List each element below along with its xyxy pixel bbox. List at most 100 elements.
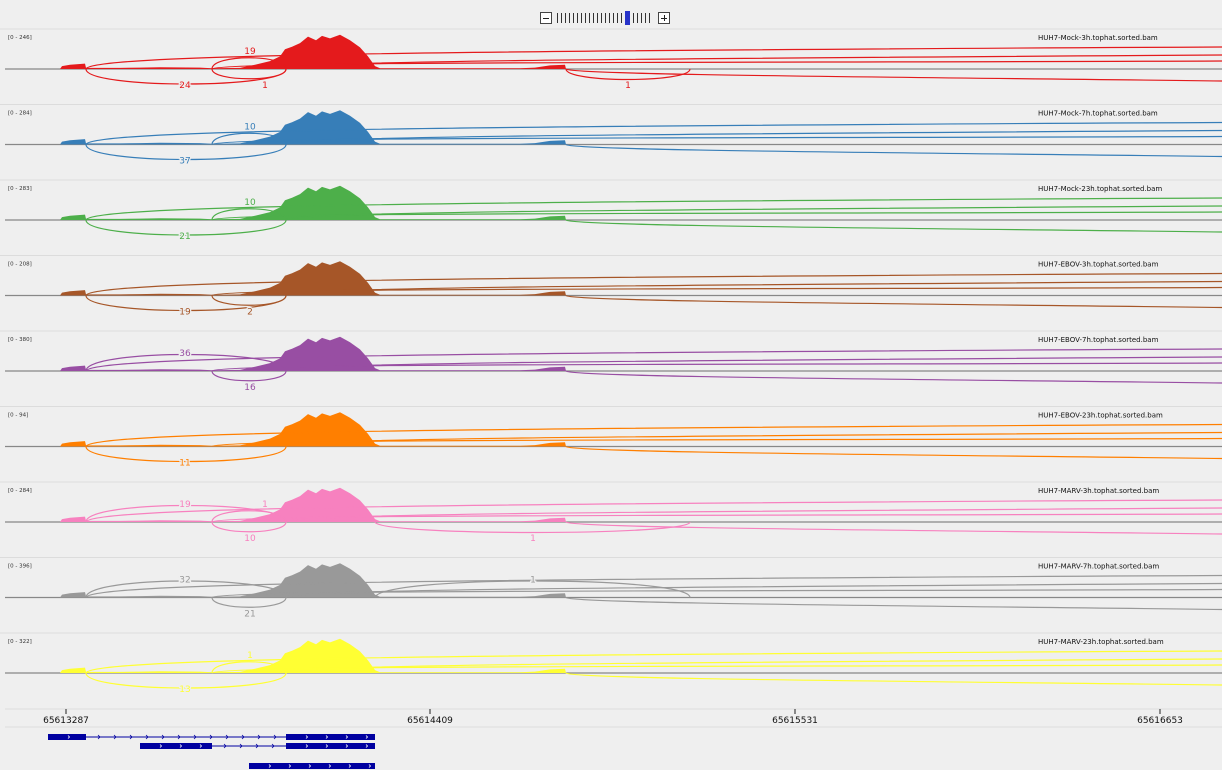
strand-arrow <box>97 734 101 740</box>
junction-count-label: 10 <box>244 123 256 133</box>
zoom-tick[interactable] <box>557 13 558 23</box>
strand-arrow <box>325 744 329 748</box>
zoom-tick[interactable] <box>613 13 614 23</box>
splice-junction-arc <box>285 54 1222 70</box>
splice-junction-arc <box>285 205 1222 221</box>
strand-arrow <box>368 764 372 768</box>
zoom-tick[interactable] <box>577 13 578 23</box>
splice-junction-arc <box>85 580 287 598</box>
zoom-tick[interactable] <box>641 13 642 23</box>
splice-junction-arc <box>85 197 1222 221</box>
strand-arrow <box>365 744 369 748</box>
junction-count-label: 10 <box>244 534 256 544</box>
strand-arrow <box>129 734 133 740</box>
strand-arrow <box>308 764 312 768</box>
exon-block <box>48 734 86 740</box>
zoom-in-button[interactable] <box>658 12 670 24</box>
splice-junction-arc <box>211 588 1222 599</box>
track-name: HUH7-MARV-3h.tophat.sorted.bam <box>1038 487 1159 495</box>
strand-arrow <box>113 734 117 740</box>
exon-block <box>286 734 375 740</box>
splice-junction-arc <box>211 510 287 523</box>
track-name: HUH7-Mock-3h.tophat.sorted.bam <box>1038 34 1158 42</box>
coverage-histogram <box>60 185 566 220</box>
zoom-tick[interactable] <box>585 13 586 23</box>
zoom-tick[interactable] <box>581 13 582 23</box>
splice-junction-arc <box>85 272 1222 296</box>
splice-junction-arc <box>211 68 287 80</box>
zoom-tick[interactable] <box>589 13 590 23</box>
strand-arrow <box>268 764 272 768</box>
zoom-tick[interactable] <box>573 13 574 23</box>
coverage-histogram <box>60 110 566 145</box>
strand-arrow <box>159 744 163 748</box>
splice-junction-arc <box>85 650 1222 674</box>
junction-count-label: 1 <box>625 81 631 91</box>
strand-arrow <box>348 764 352 768</box>
splice-junction-arc <box>211 211 1222 221</box>
splice-junction-arc <box>565 68 691 81</box>
strand-arrow <box>199 744 203 748</box>
splice-junction-arc <box>211 513 1222 523</box>
zoom-tick[interactable] <box>569 13 570 23</box>
transcript <box>140 743 375 749</box>
coverage-track: [0 - 246] HUH7-Mock-3h.tophat.sorted.bam 1… <box>0 28 1222 92</box>
splice-junction-arc <box>85 672 287 689</box>
coverage-track: [0 - 380] HUH7-EBOV-7h.tophat.sorted.bam 3… <box>0 330 1222 394</box>
strand-arrow <box>179 744 183 748</box>
junction-count-label: 1 <box>530 576 536 586</box>
coverage-histogram <box>60 638 566 673</box>
junction-count-label: 19 <box>244 47 256 57</box>
zoom-tick[interactable] <box>597 13 598 23</box>
zoom-tick[interactable] <box>601 13 602 23</box>
strand-arrow <box>67 735 71 739</box>
zoom-tick[interactable] <box>605 13 606 23</box>
track-range-label: [0 - 283] <box>8 186 32 192</box>
track-range-label: [0 - 246] <box>8 35 32 41</box>
coverage-track: [0 - 283] HUH7-Mock-23h.tophat.sorted.bam… <box>0 179 1222 243</box>
coverage-histogram <box>60 261 566 296</box>
splice-junction-arc <box>211 135 1222 146</box>
junction-count-label: 11 <box>179 459 190 469</box>
zoom-tick[interactable] <box>625 11 630 25</box>
coverage-histogram <box>60 34 566 69</box>
splice-junction-arc <box>285 507 1222 523</box>
junction-count-label: 1 <box>262 500 268 510</box>
ruler-position-label: 65616653 <box>1137 716 1183 726</box>
splice-junction-arc <box>285 280 1222 297</box>
zoom-tick[interactable] <box>621 13 622 23</box>
track-range-label: [0 - 396] <box>8 564 32 570</box>
strand-arrow <box>345 744 349 748</box>
zoom-tick[interactable] <box>645 13 646 23</box>
zoom-tick[interactable] <box>561 13 562 23</box>
exon-block <box>286 743 375 749</box>
junction-count-label: 1 <box>262 81 268 91</box>
zoom-tick[interactable] <box>637 13 638 23</box>
strand-arrow <box>345 735 349 739</box>
strand-arrow <box>273 734 277 740</box>
coverage-track: [0 - 284] HUH7-Mock-7h.tophat.sorted.bam 1… <box>0 104 1222 168</box>
junction-count-label: 32 <box>179 576 190 586</box>
splice-junction-arc <box>285 431 1222 448</box>
splice-junction-arc <box>211 661 287 674</box>
zoom-tick[interactable] <box>609 13 610 23</box>
strand-arrow <box>241 734 245 740</box>
junction-count-label: 1 <box>530 534 536 544</box>
strand-arrow <box>305 735 309 739</box>
zoom-tick[interactable] <box>593 13 594 23</box>
coverage-histogram <box>60 487 566 522</box>
strand-arrow <box>325 735 329 739</box>
zoom-widget <box>538 11 672 25</box>
junction-count-label: 10 <box>244 198 256 208</box>
strand-arrow <box>288 764 292 768</box>
strand-arrow <box>209 734 213 740</box>
zoom-out-button[interactable] <box>540 12 552 24</box>
strand-arrow <box>257 734 261 740</box>
zoom-tick[interactable] <box>633 13 634 23</box>
splice-junction-arc <box>211 521 287 533</box>
zoom-tick[interactable] <box>565 13 566 23</box>
strand-arrow <box>161 734 165 740</box>
zoom-tick[interactable] <box>649 13 650 23</box>
zoom-tick[interactable] <box>617 13 618 23</box>
junction-count-label: 19 <box>179 308 191 318</box>
